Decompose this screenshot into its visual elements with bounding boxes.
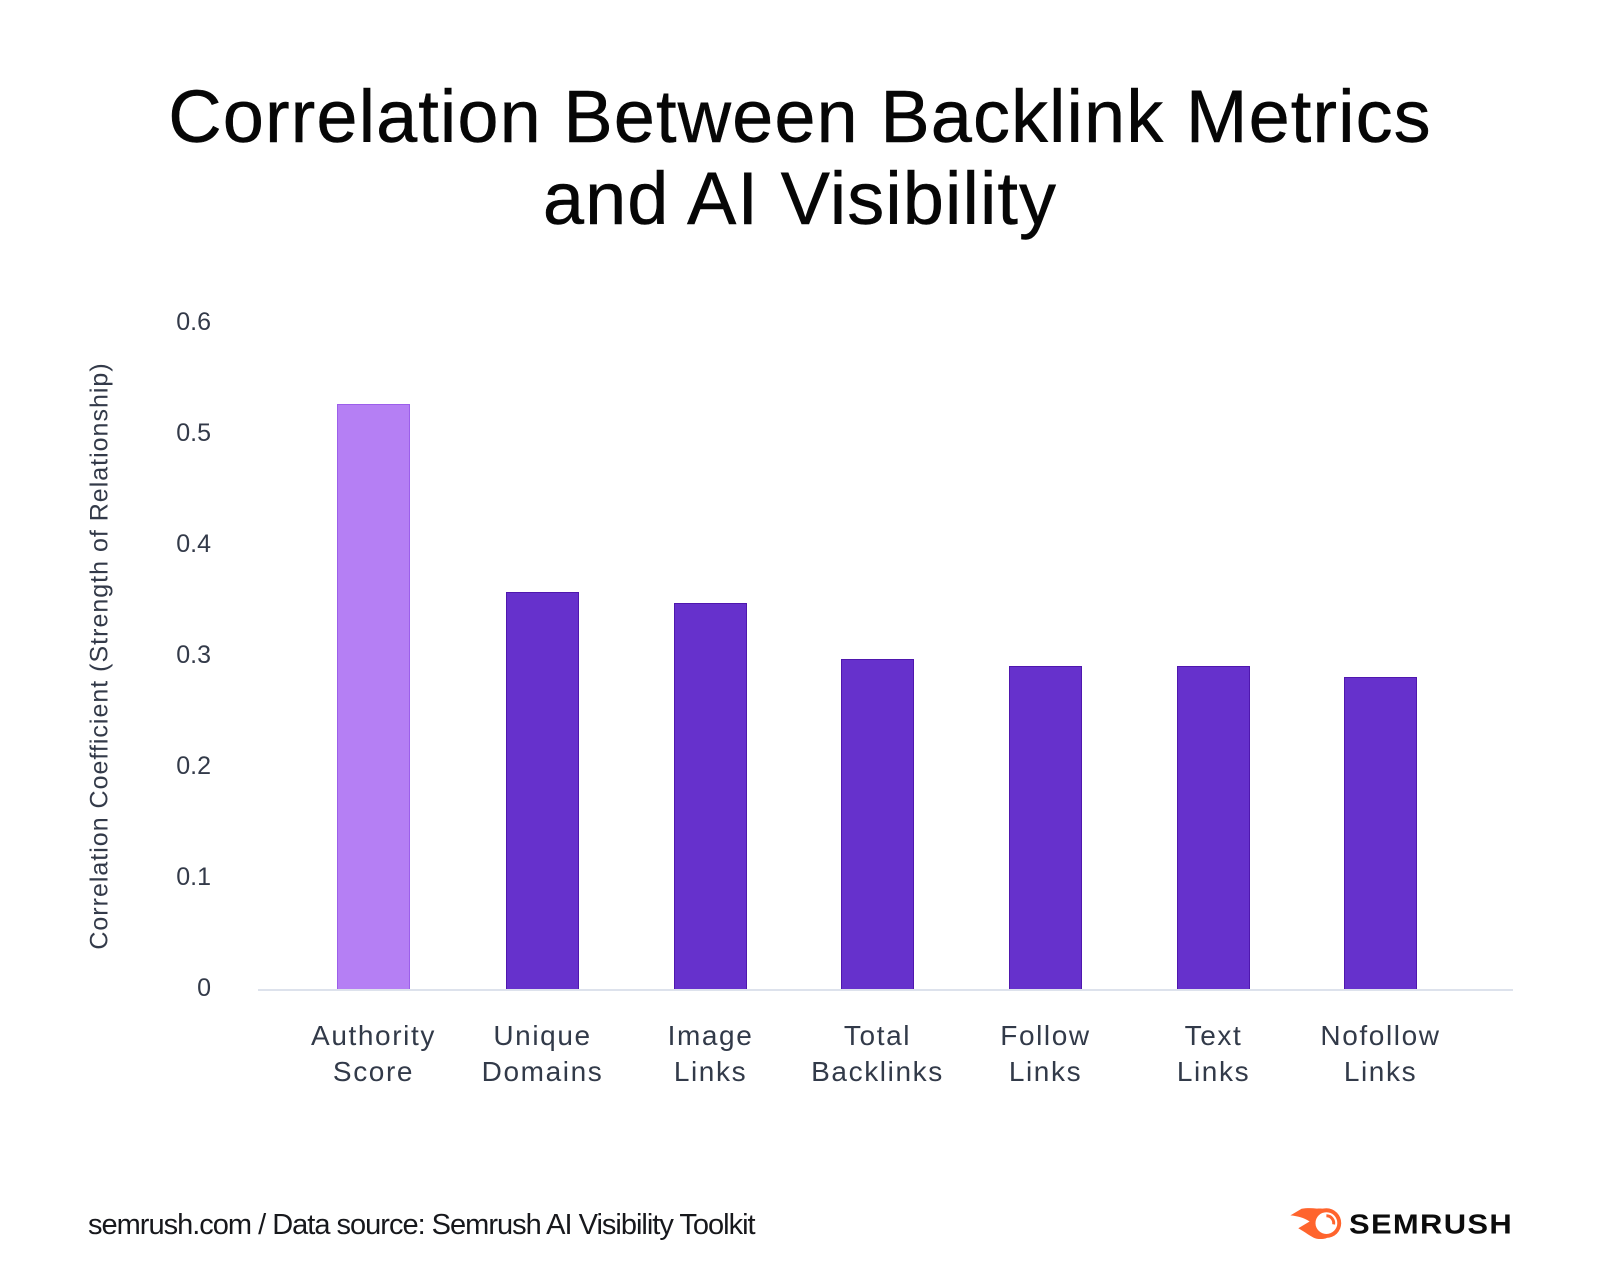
svg-text:SEMRUSH: SEMRUSH xyxy=(1349,1209,1513,1240)
